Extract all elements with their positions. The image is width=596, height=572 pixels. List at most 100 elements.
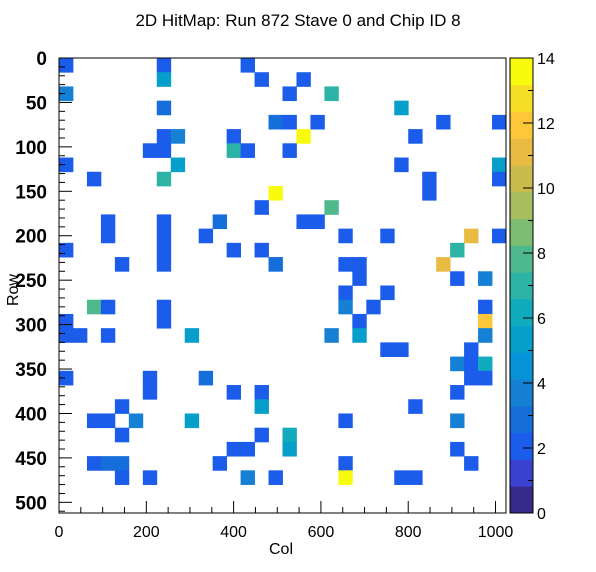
- heatmap-cell: [156, 313, 172, 329]
- heatmap-cell: [170, 157, 186, 173]
- heatmap-cell: [226, 441, 241, 457]
- heatmap-cell: [394, 157, 409, 173]
- heatmap-cell: [226, 143, 241, 158]
- colorbar-tick-label: 14: [537, 51, 555, 68]
- heatmap-cell: [492, 171, 507, 187]
- heatmap-cell: [366, 299, 381, 315]
- heatmap-cell: [100, 328, 116, 343]
- x-axis-label: Col: [269, 541, 293, 558]
- heatmap-cell: [296, 72, 311, 87]
- heatmap-cell: [352, 313, 367, 329]
- heatmap-cell: [156, 72, 172, 87]
- heatmap-cell: [156, 129, 172, 144]
- plot-frame: [58, 57, 507, 514]
- heatmap-cell: [464, 456, 479, 471]
- heatmap-cell: [240, 58, 255, 73]
- heatmap-cell: [59, 58, 74, 73]
- heatmap-cell: [352, 271, 367, 286]
- heatmap-cell: [408, 129, 423, 144]
- heatmap-cell: [254, 72, 269, 87]
- heatmap-cell: [156, 257, 172, 272]
- heatmap-cell: [464, 342, 479, 357]
- heatmap-cell: [338, 456, 353, 471]
- heatmap-cell: [338, 257, 353, 272]
- heatmap-cell: [492, 157, 507, 173]
- heatmap-cell: [408, 399, 423, 414]
- heatmap-cell: [86, 299, 102, 315]
- heatmap-cell: [450, 242, 465, 258]
- heatmap-cell: [436, 114, 451, 130]
- heatmap-cell: [478, 356, 493, 372]
- heatmap-cell: [198, 370, 214, 386]
- heatmap-cell: [142, 370, 158, 386]
- heatmap-cell: [296, 129, 311, 144]
- heatmap-cell: [324, 86, 339, 102]
- colorbar-tick-label: 6: [537, 311, 546, 328]
- heatmap-cell: [478, 299, 493, 315]
- heatmap-cell: [114, 456, 130, 471]
- heatmap-cell: [156, 228, 172, 244]
- heatmap-cell: [324, 200, 339, 215]
- heatmap-cell: [59, 157, 74, 173]
- heatmap-cell: [100, 228, 116, 244]
- heatmap-cell: [240, 470, 255, 485]
- heatmap-cell: [436, 257, 451, 272]
- colorbar-segment: [510, 84, 533, 112]
- heatmap-cell: [282, 143, 297, 158]
- heatmap-cell: [492, 228, 507, 244]
- heatmap-cell: [212, 456, 228, 471]
- y-axis-label: Row: [5, 274, 22, 306]
- y-tick-label: 350: [15, 360, 47, 381]
- heatmap-cell: [380, 342, 395, 357]
- heatmap-cell: [394, 100, 409, 116]
- colorbar-segment: [510, 111, 533, 139]
- heatmap-cell: [59, 328, 74, 343]
- heatmap-cell: [268, 257, 283, 272]
- heatmap-cell: [478, 313, 493, 329]
- heatmap-cell: [59, 370, 74, 386]
- heatmap-cell: [422, 185, 437, 201]
- heatmap-cell: [156, 171, 172, 187]
- heatmap-cell: [100, 413, 116, 429]
- heatmap-cell: [156, 143, 172, 158]
- colorbar-segment: [510, 432, 533, 460]
- colorbar-segment: [510, 405, 533, 434]
- y-tick-label: 50: [26, 93, 47, 114]
- heatmap-cell: [184, 413, 200, 429]
- heatmap-cell: [352, 328, 367, 343]
- heatmap-cell: [254, 200, 269, 215]
- heatmap-cell: [142, 385, 158, 400]
- colorbar-segment: [510, 165, 533, 193]
- x-tick-label: 200: [133, 524, 160, 541]
- heatmap-cell: [296, 214, 311, 230]
- x-tick-label: 600: [308, 524, 335, 541]
- heatmap-cell: [282, 86, 297, 102]
- heatmap-cell: [338, 285, 353, 301]
- colorbar-tick-label: 12: [537, 116, 555, 133]
- colorbar-segment: [510, 58, 533, 86]
- heatmap-cell: [142, 470, 158, 485]
- x-tick-label: 800: [395, 524, 422, 541]
- heatmap-cells: [59, 58, 507, 485]
- heatmap-cell: [478, 328, 493, 343]
- heatmap-cell: [450, 271, 465, 286]
- colorbar-segment: [510, 379, 533, 407]
- heatmap-cell: [86, 456, 102, 471]
- colorbar-tick-label: 10: [537, 181, 555, 198]
- heatmap-cell: [380, 285, 395, 301]
- y-tick-label: 0: [36, 49, 47, 70]
- heatmap-cell: [268, 114, 283, 130]
- heatmap-cell: [156, 58, 172, 73]
- heatmap-cell: [128, 413, 144, 429]
- heatmap-cell: [254, 385, 269, 400]
- heatmap-cell: [156, 242, 172, 258]
- heatmap-cell: [478, 271, 493, 286]
- colorbar-segment: [510, 298, 533, 327]
- heatmap-cell: [184, 328, 200, 343]
- heatmap-cell: [380, 228, 395, 244]
- heatmap-cell: [450, 413, 465, 429]
- heatmap-cell: [464, 370, 479, 386]
- heatmap-cell: [310, 214, 325, 230]
